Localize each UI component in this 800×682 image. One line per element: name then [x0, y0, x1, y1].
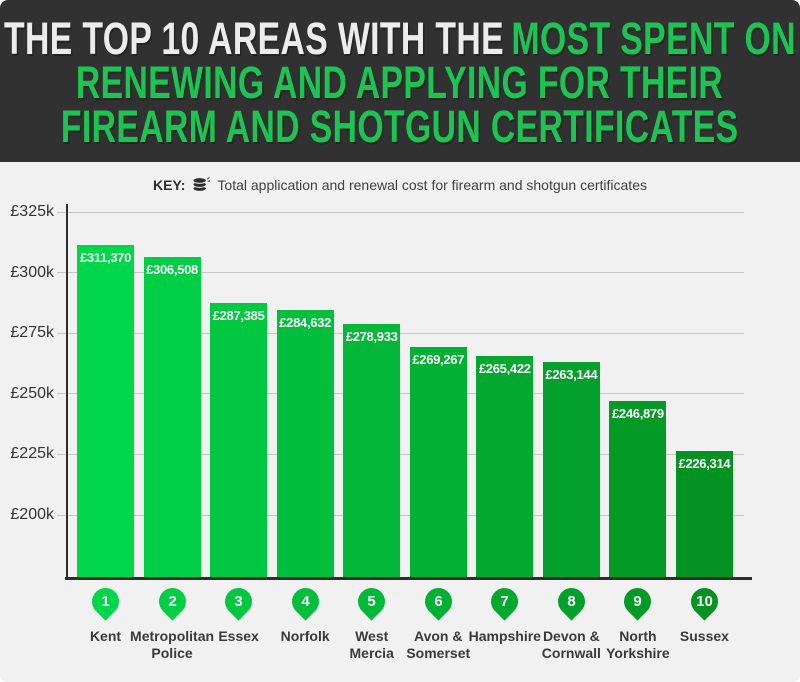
- bar: £226,314: [675, 451, 733, 577]
- y-tick-label: £275k: [10, 324, 54, 342]
- rank-pin: 10: [685, 582, 724, 621]
- pin-rank-number: 6: [434, 593, 443, 610]
- bar-value-label: £311,370: [79, 250, 132, 266]
- title-line-3: FIREARM AND SHOTGUN CERTIFICATES: [61, 101, 739, 152]
- header-banner: THE TOP 10 AREAS WITH THE MOST SPENT ON …: [0, 0, 800, 162]
- rank-pin: 3: [219, 582, 258, 621]
- grid-line: [57, 211, 744, 213]
- title-line-1-white: THE TOP 10 AREAS WITH THE: [4, 13, 505, 64]
- bar-value-label: £306,508: [146, 261, 198, 277]
- key-description: Total application and renewal cost for f…: [217, 176, 647, 193]
- bar: £311,370: [77, 245, 134, 577]
- bar: £263,144: [542, 361, 600, 577]
- title-line-1-green: MOST SPENT ON: [511, 13, 796, 64]
- title-line-2: RENEWING AND APPLYING FOR THEIR: [76, 57, 724, 108]
- bar-value-label: £265,422: [478, 361, 531, 377]
- pin-rank-number: 9: [633, 593, 643, 610]
- pin-rank-number: 7: [500, 593, 509, 610]
- grid-line: [57, 453, 744, 455]
- pin-rank-number: 8: [567, 593, 576, 610]
- area-label-line: Metropolitan: [130, 628, 215, 644]
- bar-value-label: £284,632: [279, 314, 332, 330]
- area-label-line: Hampshire: [468, 628, 541, 644]
- rank-pin: 6: [419, 582, 458, 621]
- key-label: KEY:: [153, 176, 186, 193]
- area-label-line: Avon &: [414, 628, 463, 644]
- title-line-1: THE TOP 10 AREAS WITH THE MOST SPENT ON: [4, 13, 796, 64]
- bar: £265,422: [476, 356, 534, 577]
- area-label-line: Devon &: [542, 628, 600, 644]
- y-tick-label: £225k: [10, 445, 54, 463]
- rank-pin: 9: [618, 582, 657, 621]
- area-label: Metropolitan Police: [120, 628, 224, 662]
- pin-rank-number: 2: [167, 593, 177, 610]
- coins-icon: [192, 176, 211, 193]
- bar: £306,508: [143, 256, 201, 577]
- area-label-line: Norfolk: [280, 628, 330, 644]
- grid-line: [57, 272, 744, 274]
- area-label: Kent: [54, 628, 158, 645]
- area-label-line: Somerset: [406, 645, 471, 661]
- area-label-line: West: [355, 628, 389, 644]
- area-label: Essex: [187, 628, 291, 645]
- area-label: Norfolk: [253, 628, 357, 645]
- bar: £269,267: [409, 347, 467, 577]
- grid-line: [57, 393, 744, 395]
- rank-pin: 1: [86, 582, 125, 621]
- grid-line: [57, 332, 744, 334]
- pin-rank-number: 5: [367, 593, 376, 610]
- area-label-line: Kent: [89, 628, 122, 644]
- area-label-line: Mercia: [349, 645, 394, 661]
- bar-chart: KEY: Total application and renewal cost …: [0, 162, 800, 682]
- rank-pin: 2: [152, 582, 192, 621]
- area-label-line: Essex: [218, 628, 259, 644]
- chart-key: KEY: Total application and renewal cost …: [0, 176, 800, 193]
- bar-value-label: £263,144: [545, 366, 598, 382]
- bar: £246,879: [609, 401, 667, 577]
- pin-rank-number: 3: [234, 593, 243, 610]
- y-tick-label: £300k: [10, 263, 54, 281]
- bar: £278,933: [343, 323, 401, 577]
- bar: £287,385: [210, 303, 268, 577]
- grid-line: [57, 514, 744, 516]
- bar-value-label: £226,314: [678, 456, 731, 472]
- bar-value-label: £246,879: [611, 406, 664, 422]
- y-tick-label: £250k: [10, 384, 54, 402]
- area-label: North Yorkshire: [586, 628, 690, 662]
- bar-value-label: £269,267: [412, 352, 465, 368]
- rank-pin: 4: [286, 582, 325, 621]
- area-label-line: Police: [151, 645, 193, 661]
- y-tick-label: £200k: [10, 506, 54, 523]
- pin-rank-number: 4: [300, 593, 310, 610]
- area-label-line: Cornwall: [541, 645, 601, 661]
- bar-value-label: £287,385: [212, 308, 265, 324]
- area-label: Sussex: [652, 628, 756, 645]
- area-label-line: Sussex: [679, 628, 729, 644]
- area-label-line: Yorkshire: [606, 645, 670, 661]
- area-label: Devon & Cornwall: [519, 628, 623, 662]
- area-label-line: North: [619, 628, 657, 644]
- rank-pin: 8: [552, 582, 591, 621]
- bar: £284,632: [276, 309, 334, 577]
- area-label: Hampshire: [453, 628, 557, 645]
- pin-rank-number: 1: [101, 593, 110, 610]
- area-label: West Mercia: [320, 628, 424, 662]
- rank-pin: 7: [485, 582, 524, 621]
- rank-pin: 5: [352, 582, 391, 621]
- x-axis-line: [65, 577, 752, 580]
- bar-value-label: £278,933: [345, 328, 398, 344]
- area-label: Avon & Somerset: [386, 628, 490, 662]
- y-axis-line: [66, 204, 68, 580]
- y-tick-label: £325k: [10, 203, 54, 220]
- pin-rank-number: 10: [696, 593, 713, 610]
